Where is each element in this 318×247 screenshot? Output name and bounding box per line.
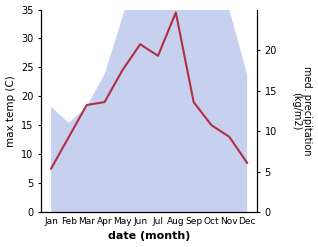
X-axis label: date (month): date (month) xyxy=(108,231,190,242)
Y-axis label: max temp (C): max temp (C) xyxy=(5,75,16,147)
Y-axis label: med. precipitation
(kg/m2): med. precipitation (kg/m2) xyxy=(291,66,313,156)
